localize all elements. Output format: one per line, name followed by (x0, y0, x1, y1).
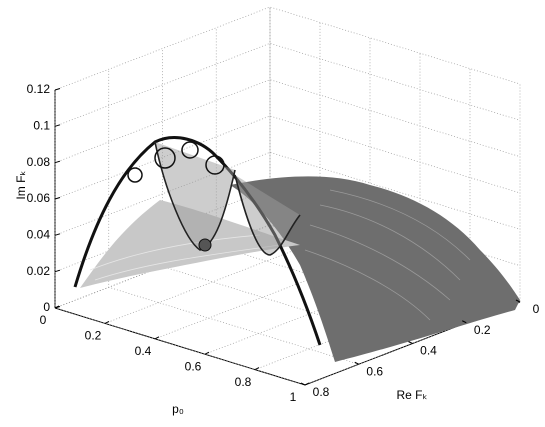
tick-mark (154, 336, 160, 340)
y-tick-label: 0.4 (420, 344, 437, 358)
z-axis-label: Im Fₖ (14, 170, 28, 199)
tick-mark (515, 299, 521, 303)
tick-mark (54, 124, 61, 127)
x-axis-label: p₀ (172, 402, 184, 416)
tick-mark (54, 233, 61, 236)
x-tick-label: 0 (40, 313, 47, 327)
z-tick-label: 0 (43, 300, 50, 314)
grid-line (54, 42, 521, 127)
z-tick-label: 0.12 (27, 82, 51, 96)
tick-mark (54, 160, 61, 164)
y-axis-label: Re Fₖ (396, 388, 427, 402)
z-tick-label: 0.1 (33, 119, 50, 133)
surface (73, 136, 520, 362)
z-tick-label: 0.08 (27, 155, 51, 169)
grid-line (104, 22, 321, 324)
z-tick-label: 0.02 (27, 264, 51, 278)
tick-mark (462, 320, 467, 324)
tick-mark (104, 320, 110, 324)
grid-line (54, 7, 271, 309)
grid-line (304, 84, 521, 386)
grid-line (108, 69, 359, 365)
x-tick-label: 0.2 (85, 329, 102, 343)
tick-mark (354, 361, 359, 365)
y-tick-label: 0 (533, 302, 540, 316)
grid-line (254, 68, 471, 370)
x-tick-label: 0.4 (135, 344, 152, 358)
tick-mark (300, 382, 306, 386)
tick-mark (54, 88, 61, 91)
grid-line (54, 6, 521, 91)
x-tick-label: 1 (290, 390, 297, 404)
x-tick-label: 0.8 (235, 375, 252, 389)
tick-mark (54, 305, 60, 309)
tick-mark (54, 269, 61, 273)
grid-line (54, 79, 521, 163)
tick-layer: 0 0.02 0.04 0.06 0.08 0.1 0.12 0 0.2 0.4 0.6 0.8 1 0 0… (27, 82, 540, 404)
tick-mark (54, 197, 61, 200)
z-tick-label: 0.06 (27, 191, 51, 205)
y-tick-label: 0.6 (366, 364, 383, 378)
x-tick-label: 0.6 (185, 359, 202, 373)
tick-mark (408, 341, 413, 344)
grid-line (204, 53, 421, 355)
grid-line (154, 37, 371, 340)
y-tick-label: 0.8 (313, 385, 330, 399)
tick-mark (304, 382, 310, 386)
y-tick-label: 0.2 (474, 323, 491, 337)
z-tick-label: 0.04 (27, 228, 51, 242)
tick-mark (204, 351, 210, 355)
tick-mark (254, 367, 260, 371)
